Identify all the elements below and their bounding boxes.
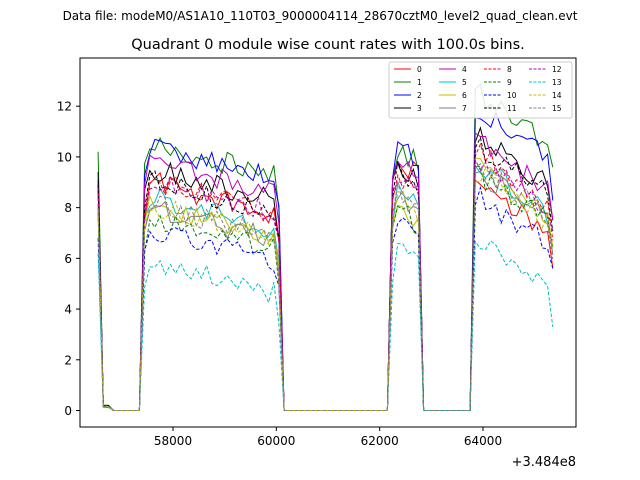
legend-label-6: 6 <box>462 91 467 100</box>
series-line-11 <box>97 136 554 411</box>
legend-label-4: 4 <box>462 65 467 74</box>
legend-label-2: 2 <box>417 91 422 100</box>
x-axis: 58000 60000 62000 64000 <box>154 427 502 448</box>
x-tick-label: 64000 <box>464 434 502 448</box>
chart-title: Quadrant 0 module wise count rates with … <box>131 37 525 53</box>
plot-frame <box>79 57 577 428</box>
legend-label-7: 7 <box>462 104 467 113</box>
series-line-12 <box>97 159 554 411</box>
legend-label-5: 5 <box>462 78 467 87</box>
legend-label-15: 15 <box>552 104 562 113</box>
x-tick-label: 58000 <box>154 434 192 448</box>
legend-label-13: 13 <box>552 78 562 87</box>
legend-label-12: 12 <box>552 65 562 74</box>
y-tick-label: 0 <box>64 404 72 418</box>
legend-label-9: 9 <box>507 78 512 87</box>
legend-label-8: 8 <box>507 65 512 74</box>
y-axis: 0 2 4 6 8 10 12 <box>57 100 80 418</box>
legend-label-11: 11 <box>507 104 517 113</box>
y-tick-label: 2 <box>64 353 72 367</box>
legend-label-3: 3 <box>417 104 422 113</box>
y-tick-label: 4 <box>64 303 72 317</box>
series-layer <box>97 83 554 411</box>
x-offset-label: +3.484e8 <box>512 455 576 470</box>
series-line-15 <box>97 162 554 411</box>
legend-box <box>388 61 573 119</box>
y-tick-label: 8 <box>64 201 72 215</box>
legend-label-1: 1 <box>417 78 422 87</box>
y-tick-label: 12 <box>57 100 72 114</box>
y-tick-label: 10 <box>57 150 72 164</box>
suptitle: Data file: modeM0/AS1A10_110T03_90000041… <box>63 9 578 23</box>
legend-label-0: 0 <box>417 65 422 74</box>
y-tick-label: 6 <box>64 252 72 266</box>
legend-label-10: 10 <box>507 91 517 100</box>
x-tick-label: 62000 <box>361 434 399 448</box>
x-tick-label: 60000 <box>257 434 295 448</box>
legend-label-14: 14 <box>552 91 562 100</box>
